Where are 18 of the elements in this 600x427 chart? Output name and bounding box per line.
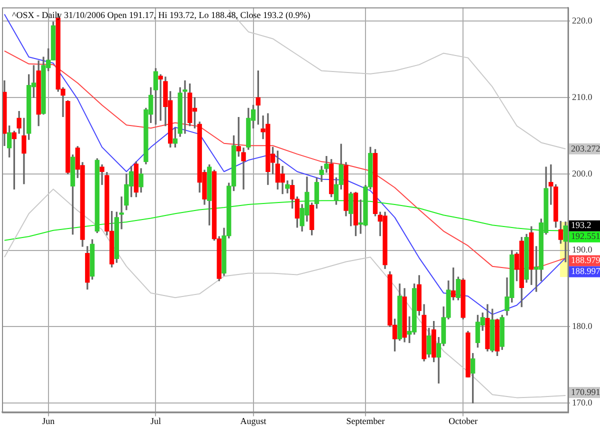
x-tick-label: October — [448, 416, 478, 426]
text: 193.2 — [571, 220, 592, 230]
y-tick-label: 200.0 — [572, 168, 593, 178]
x-tick-label: Jun — [42, 416, 56, 426]
data-label: 203.272 — [571, 143, 600, 154]
x-tick-label: September — [346, 416, 385, 426]
y-tick-label: 170.0 — [572, 397, 593, 408]
y-tick-label: 210.0 — [572, 92, 593, 102]
chart-title: ^OSX - Daily 31/10/2006 Open 191.17, Hi 193.72, Lo 188.48, Close 193.2 (0.9%) — [12, 10, 310, 20]
data-label: 192.551 — [571, 231, 600, 242]
y-tick-label: 180.0 — [572, 321, 593, 332]
data-label: 170.991 — [571, 386, 600, 397]
y-tick-label: 190.0 — [572, 244, 593, 255]
data-label: 188.997 — [571, 266, 600, 276]
x-tick-label: Jul — [150, 416, 162, 426]
data-label: 188.979 — [571, 255, 600, 266]
x-tick-label: August — [240, 416, 267, 426]
y-tick-label: 220.0 — [572, 16, 593, 26]
